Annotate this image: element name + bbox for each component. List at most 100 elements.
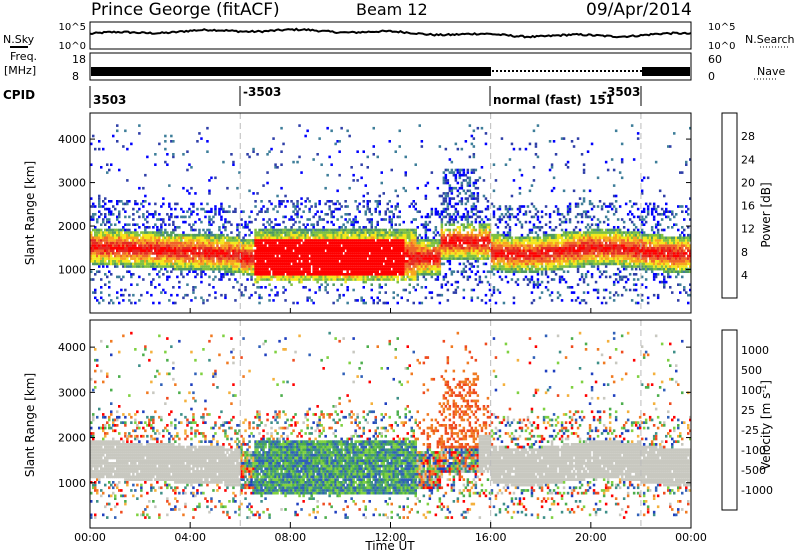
range-gate-cell [90,241,93,245]
range-gate-cell [384,210,387,214]
range-gate-cell [276,239,279,242]
range-gate-cell [292,233,295,237]
range-gate-cell [204,239,207,242]
range-gate-cell [234,265,237,268]
range-gate-cell [428,249,432,253]
range-gate-cell [156,273,159,276]
range-gate-cell [154,153,157,156]
range-gate-cell [470,171,474,174]
range-gate-cell [300,254,303,258]
range-gate-cell [352,270,355,274]
range-gate-cell [454,168,458,172]
range-gate-cell [464,192,468,195]
range-gate-cell [172,140,175,143]
range-gate-cell [538,254,542,258]
range-gate-cell [124,249,127,253]
range-gate-cell [414,262,417,266]
range-gate-cell [126,239,129,242]
range-gate-cell [234,246,237,250]
range-gate-cell [496,288,500,292]
range-gate-cell [234,210,237,214]
range-gate-cell [92,202,95,206]
range-gate-cell [458,249,462,253]
range-gate-cell [286,265,289,268]
range-gate-cell [130,244,133,247]
range-gate-cell [188,270,191,274]
range-gate-cell [396,280,399,284]
range-gate-cell [138,299,141,302]
range-gate-cell [444,246,448,250]
range-gate-cell [280,273,283,276]
range-gate-cell [484,254,488,258]
range-gate-cell [124,228,127,232]
range-gate-cell [346,252,349,255]
range-gate-cell [482,179,486,182]
range-gate-cell [336,241,339,245]
range-gate-cell [350,267,353,271]
range-gate-cell [440,244,444,247]
range-gate-cell [460,244,464,247]
range-gate-cell [414,228,417,232]
range-gate-cell [308,288,311,292]
range-gate-cell [506,267,510,271]
range-gate-cell [376,239,379,242]
range-gate-cell [468,184,472,187]
range-gate-cell [390,265,393,268]
range-gate-cell [486,270,490,274]
range-gate-cell [476,252,480,255]
range-gate-cell [94,244,97,247]
range-gate-cell [262,257,265,260]
range-gate-cell [246,252,249,255]
range-gate-cell [438,267,442,271]
range-gate-cell [350,260,353,263]
range-gate-cell [350,244,353,247]
range-gate-cell [228,244,231,247]
range-gate-cell [122,262,125,266]
range-gate-cell [348,186,351,190]
range-gate-cell [124,233,127,237]
range-gate-cell [466,239,470,242]
range-gate-cell [450,270,454,274]
range-gate-cell [532,299,536,302]
range-gate-cell [342,239,345,242]
range-gate-cell [520,244,524,247]
range-gate-cell [480,210,484,214]
range-gate-cell [146,226,149,229]
range-gate-cell [94,205,97,208]
range-gate-cell [102,244,105,247]
range-gate-cell [322,249,325,253]
range-gate-cell [200,246,203,250]
range-gate-cell [258,286,261,289]
range-gate-cell [288,278,291,281]
range-gate-cell [124,223,127,227]
range-gate-cell [318,288,321,292]
range-gate-cell [316,252,319,255]
range-gate-cell [534,244,538,247]
range-gate-cell [158,270,161,274]
range-gate-cell [534,267,538,271]
range-gate-cell [368,260,371,263]
range-gate-cell [506,241,510,245]
range-gate-cell [322,236,325,240]
range-gate-cell [538,228,542,232]
range-gate-cell [126,244,129,247]
range-gate-cell [310,231,313,234]
range-gate-cell [100,249,103,253]
range-gate-cell [306,265,309,268]
range-gate-cell [248,249,251,253]
range-gate-cell [270,231,273,234]
range-gate-cell [190,236,193,240]
range-gate-cell [506,246,510,250]
range-gate-cell [528,231,532,234]
range-gate-cell [536,278,540,281]
range-gate-cell [478,233,482,237]
range-gate-cell [330,246,333,250]
range-gate-cell [332,267,335,271]
range-gate-cell [190,244,193,247]
range-gate-cell [428,291,432,294]
range-gate-cell [444,249,448,253]
range-gate-cell [246,278,249,281]
range-gate-cell [306,223,309,227]
range-gate-cell [108,249,111,253]
range-gate-cell [238,254,241,258]
